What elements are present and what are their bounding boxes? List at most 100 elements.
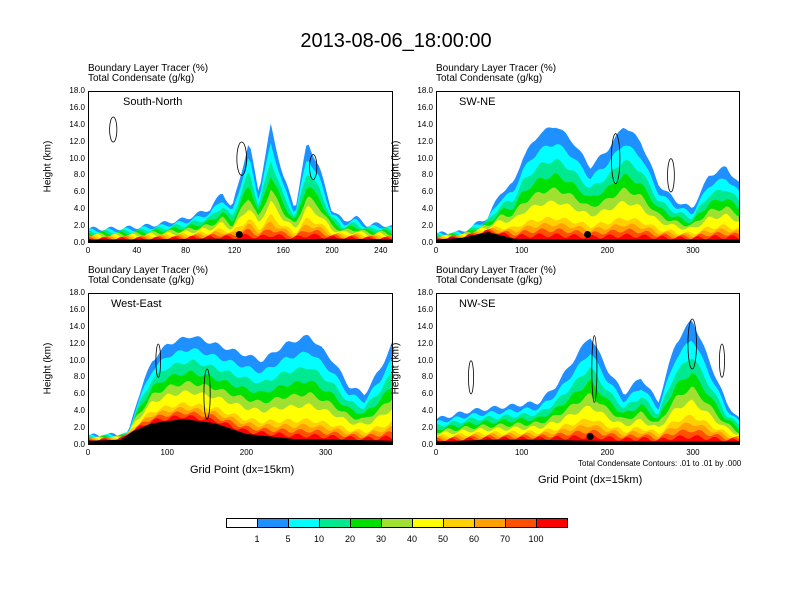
x-tick-label: 40 [132, 246, 142, 255]
y-tick-label: 4.0 [73, 406, 85, 416]
x-tick-label: 0 [433, 448, 439, 457]
plot-area: South-North [88, 91, 393, 243]
plot-area: SW-NE [436, 91, 740, 243]
panel-label: West-East [111, 298, 162, 310]
y-tick-label: 2.0 [421, 221, 433, 231]
colorbar-swatch [474, 518, 506, 528]
colorbar-tick-label: 1 [254, 534, 260, 544]
plot-area: West-East [88, 293, 393, 445]
colorbar-tick-label: 50 [437, 534, 449, 544]
colorbar-swatch [412, 518, 444, 528]
x-tick-label: 200 [600, 448, 614, 457]
panel-title-line2: Total Condensate (g/kg) [88, 73, 195, 84]
panel-title-line1: Boundary Layer Tracer (%) [88, 265, 209, 276]
x-tick-label: 300 [686, 246, 700, 255]
y-tick-label: 16.0 [417, 102, 433, 112]
heatmap-svg [89, 334, 392, 444]
condensate-contour [591, 335, 598, 403]
y-tick-label: 12.0 [417, 136, 433, 146]
colorbar-tick-label: 5 [285, 534, 291, 544]
heatmap-svg [437, 318, 739, 444]
y-tick-label: 4.0 [73, 204, 85, 214]
heatmap-svg [89, 116, 392, 242]
y-tick-label: 14.0 [69, 321, 85, 331]
y-tick-label: 18.0 [417, 288, 433, 297]
main-title: 2013-08-06_18:00:00 [300, 30, 492, 52]
condensate-contour [687, 318, 697, 370]
y-tick-label: 4.0 [421, 406, 433, 416]
y-axis-label: Height (km) [42, 140, 54, 193]
y-tick-label: 8.0 [421, 372, 433, 382]
panel-label: South-North [123, 96, 183, 108]
y-tick-label: 12.0 [69, 136, 85, 146]
panel-title-line2: Total Condensate (g/kg) [436, 73, 543, 84]
y-tick-label: 14.0 [417, 321, 433, 331]
colorbar-swatch [536, 518, 568, 528]
colorbar-swatch [381, 518, 413, 528]
colorbar-swatch [226, 518, 258, 528]
y-tick-label: 10.0 [417, 355, 433, 365]
x-tick-label: 0 [85, 246, 91, 255]
colorbar-tick-label: 40 [406, 534, 418, 544]
colorbar-tick-label: 60 [468, 534, 480, 544]
x-tick-label: 300 [318, 448, 333, 457]
y-tick-label: 12.0 [417, 338, 433, 348]
x-tick-label: 200 [239, 448, 254, 457]
x-tick-label: 160 [276, 246, 290, 255]
colorbar-tick-label: 10 [313, 534, 325, 544]
x-tick-label: 80 [181, 246, 191, 255]
colorbar-swatch [505, 518, 537, 528]
y-tick-label: 16.0 [69, 304, 85, 314]
terrain [437, 232, 739, 242]
y-tick-label: 0.0 [73, 238, 85, 247]
colorbar-swatch [350, 518, 382, 528]
x-tick-label: 100 [160, 448, 174, 457]
contour-note: Total Condensate Contours: .01 to .01 by… [578, 459, 742, 468]
y-tick-label: 0.0 [421, 440, 433, 449]
y-tick-label: 0.0 [421, 238, 433, 247]
colorbar-tick-label: 30 [375, 534, 387, 544]
y-tick-label: 4.0 [421, 204, 433, 214]
panel-title-line1: Boundary Layer Tracer (%) [436, 63, 557, 74]
location-marker [586, 433, 594, 440]
panel-title-line1: Boundary Layer Tracer (%) [436, 265, 557, 276]
panel-label: NW-SE [459, 298, 496, 310]
x-axis-label: Grid Point (dx=15km) [190, 464, 295, 476]
x-tick-label: 240 [374, 246, 388, 255]
condensate-contour [667, 158, 675, 193]
colorbar-tick-label: 100 [528, 534, 544, 544]
y-tick-label: 12.0 [69, 338, 85, 348]
colorbar-swatch [257, 518, 289, 528]
y-axis-label: Height (km) [390, 140, 402, 193]
panel-title-line2: Total Condensate (g/kg) [436, 275, 543, 286]
condensate-contour [203, 368, 211, 420]
condensate-contour [309, 154, 318, 180]
y-tick-label: 10.0 [417, 153, 433, 163]
location-marker [235, 231, 243, 238]
x-tick-label: 0 [85, 448, 91, 457]
x-tick-label: 300 [686, 448, 700, 457]
y-axis-label: Height (km) [42, 342, 54, 395]
y-tick-label: 2.0 [73, 423, 85, 433]
panel-label: SW-NE [459, 96, 496, 108]
heatmap-svg [437, 127, 739, 242]
colorbar-swatch [319, 518, 351, 528]
y-tick-label: 8.0 [421, 170, 433, 180]
condensate-contour [610, 133, 621, 185]
condensate-contour [109, 116, 118, 143]
x-tick-label: 100 [514, 246, 529, 255]
x-tick-label: 0 [433, 246, 439, 255]
terrain [89, 419, 392, 444]
colorbar-tick-label: 20 [344, 534, 356, 544]
colorbar-swatch [288, 518, 320, 528]
x-tick-label: 120 [227, 246, 242, 255]
condensate-contour [719, 343, 725, 378]
location-marker [584, 231, 592, 238]
x-tick-label: 200 [325, 246, 339, 255]
y-tick-label: 0.0 [73, 440, 85, 449]
y-tick-label: 6.0 [73, 389, 85, 399]
colorbar-swatch [443, 518, 475, 528]
panel-title-line2: Total Condensate (g/kg) [88, 275, 195, 286]
colorbar-tick-label: 70 [499, 534, 511, 544]
x-tick-label: 100 [514, 448, 529, 457]
